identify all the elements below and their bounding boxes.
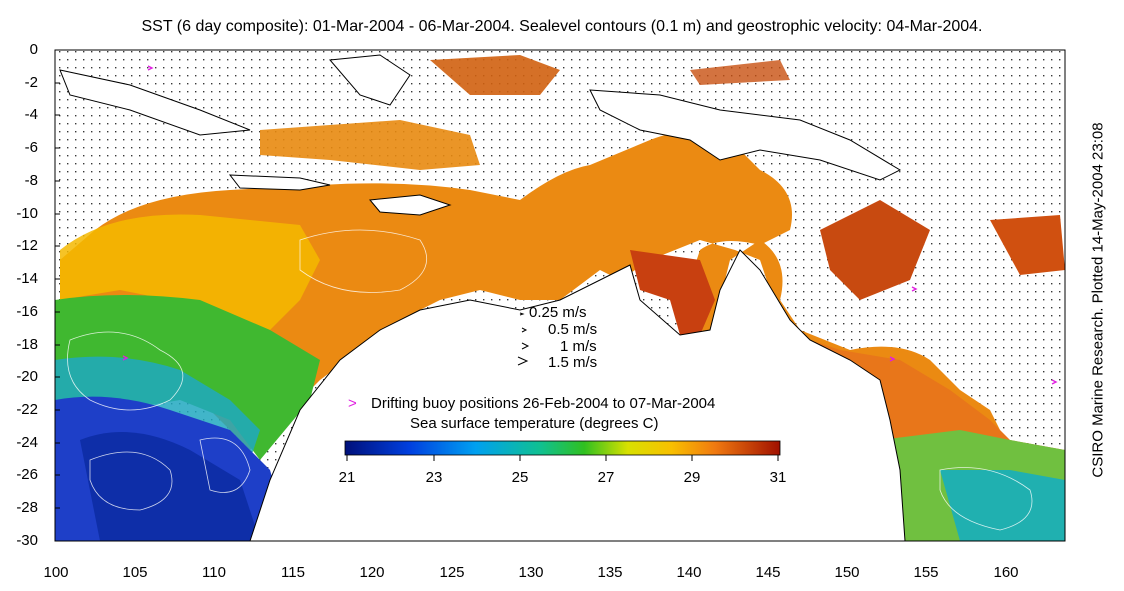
y-tick: -18: [16, 336, 38, 353]
buoy-legend-marker: >: [348, 395, 357, 412]
sealevel-contours: [67, 229, 1033, 531]
velocity-legend-label: 1.5 m/s: [548, 354, 598, 371]
colorbar-title: Sea surface temperature (degrees C): [410, 415, 659, 432]
y-tick: 0: [29, 41, 38, 58]
colorbar-tick: 31: [769, 469, 787, 486]
y-tick: -10: [16, 205, 38, 222]
velocity-legend-label: 1 m/s: [560, 338, 597, 355]
y-tick: -30: [16, 532, 38, 549]
x-tick: 140: [676, 564, 702, 581]
map-title: SST (6 day composite): 01-Mar-2004 - 06-…: [141, 18, 983, 35]
x-tick: 155: [913, 564, 939, 581]
x-tick: 135: [597, 564, 623, 581]
credit-text: CSIRO Marine Research. Plotted 14-May-20…: [1089, 122, 1107, 478]
y-tick: -12: [16, 237, 38, 254]
x-tick: 125: [439, 564, 465, 581]
x-tick: 115: [281, 564, 305, 581]
y-tick: -2: [24, 74, 38, 91]
velocity-legend-label: 0.5 m/s: [548, 321, 598, 338]
velocity-legend-label: 0.25 m/s: [529, 304, 587, 321]
y-tick: -20: [16, 368, 38, 385]
colorbar-tick: 23: [425, 469, 443, 486]
colorbar-tick: 25: [511, 469, 529, 486]
x-tick: 105: [122, 564, 148, 581]
y-tick: -24: [16, 434, 38, 451]
x-tick: 145: [755, 564, 781, 581]
buoy-legend-label: Drifting buoy positions 26-Feb-2004 to 0…: [371, 395, 716, 412]
y-tick: -8: [24, 172, 38, 189]
buoy-markers: [122, 65, 1058, 385]
colorbar-tick: 21: [338, 469, 356, 486]
x-tick: 150: [834, 564, 860, 581]
australia-landmass: [249, 249, 906, 542]
y-tick: -22: [16, 401, 38, 418]
y-tick: -28: [16, 499, 38, 516]
y-tick: -14: [16, 270, 38, 287]
colorbar-tick: 27: [597, 469, 615, 486]
y-tick: -26: [16, 466, 38, 483]
colorbar: [344, 440, 781, 456]
x-tick: 100: [43, 564, 69, 581]
plot-frame: [54, 49, 1066, 542]
colorbar-tick: 29: [683, 469, 701, 486]
moderate-sea-region: [60, 214, 320, 330]
x-tick: 110: [202, 564, 226, 581]
x-tick: 130: [518, 564, 544, 581]
x-tick: 160: [993, 564, 1019, 581]
y-tick: -6: [24, 139, 38, 156]
velocity-legend-arrows: [517, 312, 530, 366]
y-tick: -16: [16, 303, 38, 320]
x-tick: 120: [359, 564, 385, 581]
y-tick: -4: [24, 106, 38, 123]
new-guinea-landmass: [589, 89, 902, 181]
